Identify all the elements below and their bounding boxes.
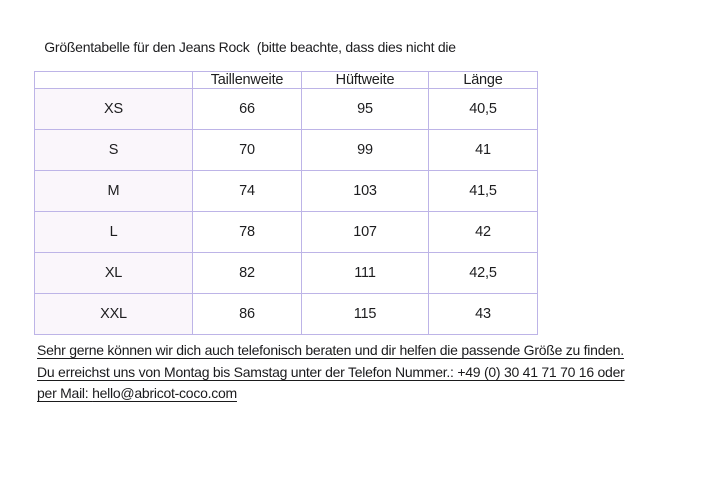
size-table: Taillenweite Hüftweite Länge XS 66 95 40… [34,71,538,335]
taillenweite-value: 78 [192,211,302,253]
laenge-value: 41,5 [428,170,538,212]
column-header-hueftweite: Hüftweite [301,71,429,89]
size-label: XL [34,252,193,294]
contact-note-line-2: Du erreichst uns von Montag bis Samstag … [37,363,625,380]
laenge-value: 42 [428,211,538,253]
size-label: L [34,211,193,253]
table-header-row: Taillenweite Hüftweite Länge [34,71,538,89]
hueftweite-value: 103 [301,170,429,212]
hueftweite-value: 95 [301,88,429,130]
column-header-laenge: Länge [428,71,538,89]
size-label: M [34,170,193,212]
size-label: S [34,129,193,171]
hueftweite-value: 111 [301,252,429,294]
hueftweite-value: 115 [301,293,429,335]
taillenweite-value: 82 [192,252,302,294]
table-row-xs: XS 66 95 40,5 [34,88,538,130]
table-row-m: M 74 103 41,5 [34,170,538,212]
taillenweite-value: 70 [192,129,302,171]
laenge-value: 41 [428,129,538,171]
email-link[interactable]: hello@abricot-coco.com [92,385,237,401]
hueftweite-value: 99 [301,129,429,171]
taillenweite-value: 66 [192,88,302,130]
contact-note: Sehr gerne können wir dich auch telefoni… [37,340,625,405]
column-header-taillenweite: Taillenweite [192,71,302,89]
contact-note-line-1: Sehr gerne können wir dich auch telefoni… [37,342,624,358]
table-row-xl: XL 82 111 42,5 [34,252,538,294]
taillenweite-value: 74 [192,170,302,212]
laenge-value: 43 [428,293,538,335]
contact-note-line-3: per Mail: hello@abricot-coco.com [37,383,625,405]
laenge-value: 42,5 [428,252,538,294]
table-row-xxl: XXL 86 115 43 [34,293,538,335]
size-label: XS [34,88,193,130]
table-row-l: L 78 107 42 [34,211,538,253]
mail-label: per Mail: [37,385,93,401]
heading-line-1: Größentabelle für den Jeans Rock (bitte … [44,39,456,55]
hueftweite-value: 107 [301,211,429,253]
size-label: XXL [34,293,193,335]
column-header-size [34,71,193,89]
taillenweite-value: 86 [192,293,302,335]
table-row-s: S 70 99 41 [34,129,538,171]
laenge-value: 40,5 [428,88,538,130]
